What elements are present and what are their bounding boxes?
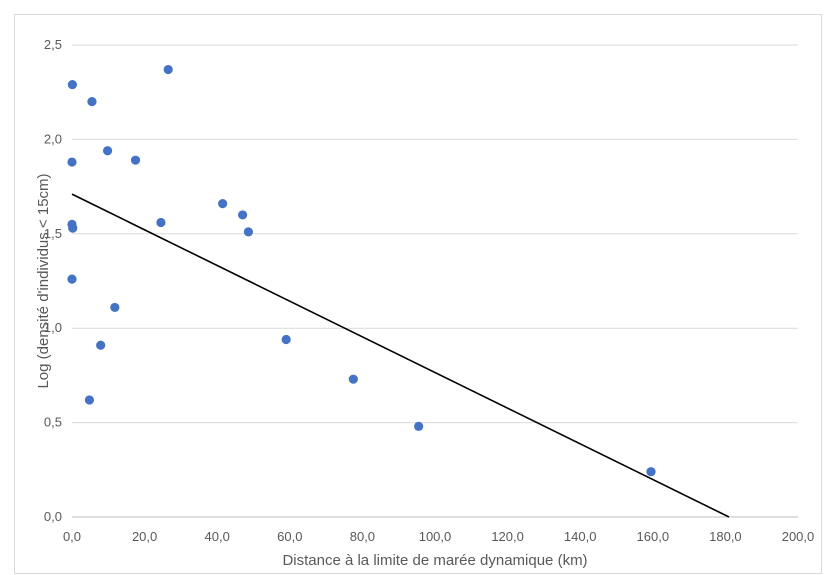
- x-tick-label: 180,0: [709, 529, 742, 544]
- x-tick-label: 40,0: [205, 529, 230, 544]
- data-point: [84, 395, 95, 405]
- x-tick-label: 100,0: [419, 529, 452, 544]
- trendline: [71, 193, 730, 518]
- x-axis-label: Distance à la limite de marée dynamique …: [282, 552, 587, 569]
- x-tick-label: 60,0: [277, 529, 302, 544]
- data-point: [68, 223, 78, 233]
- data-points: [67, 64, 656, 477]
- data-point: [96, 340, 106, 350]
- y-tick-label: 2,5: [44, 37, 62, 52]
- data-point: [243, 227, 254, 237]
- data-point: [67, 80, 77, 90]
- x-tick-label: 20,0: [132, 529, 157, 544]
- y-tick-label: 1,5: [44, 226, 62, 241]
- data-point: [130, 155, 141, 165]
- x-tick-label: 120,0: [491, 529, 524, 544]
- trendline-group: [71, 193, 730, 518]
- y-tick-label: 1,0: [44, 320, 62, 335]
- data-point: [156, 217, 166, 228]
- data-point: [110, 302, 120, 313]
- x-tick-label: 140,0: [564, 529, 597, 544]
- data-point: [281, 334, 291, 345]
- data-point: [102, 146, 113, 156]
- x-tick-label: 200,0: [782, 529, 815, 544]
- y-tick-labels: 0,0 0,5 1,0 1,5 2,0 2,5: [44, 37, 62, 524]
- x-tick-label: 80,0: [350, 529, 375, 544]
- data-point: [67, 157, 77, 167]
- data-point: [67, 274, 77, 284]
- x-tick-labels: 0,0 20,0 40,0 60,0 80,0 100,0 120,0 140,0 160,0 1…: [63, 529, 814, 544]
- data-point: [238, 210, 248, 220]
- data-point: [218, 198, 228, 209]
- data-point: [163, 64, 173, 75]
- y-tick-label: 0,0: [44, 509, 62, 524]
- x-tick-label: 0,0: [63, 529, 81, 544]
- y-tick-label: 2,0: [44, 131, 62, 146]
- gridlines: [72, 44, 798, 518]
- data-point: [348, 374, 358, 384]
- y-axis-label: Log (densité d'individus < 15cm): [35, 173, 52, 388]
- data-point: [414, 421, 424, 431]
- chart-frame: [14, 14, 822, 574]
- x-tick-label: 160,0: [637, 529, 670, 544]
- y-tick-label: 0,5: [44, 415, 62, 430]
- data-point: [87, 97, 97, 107]
- data-point: [646, 467, 656, 477]
